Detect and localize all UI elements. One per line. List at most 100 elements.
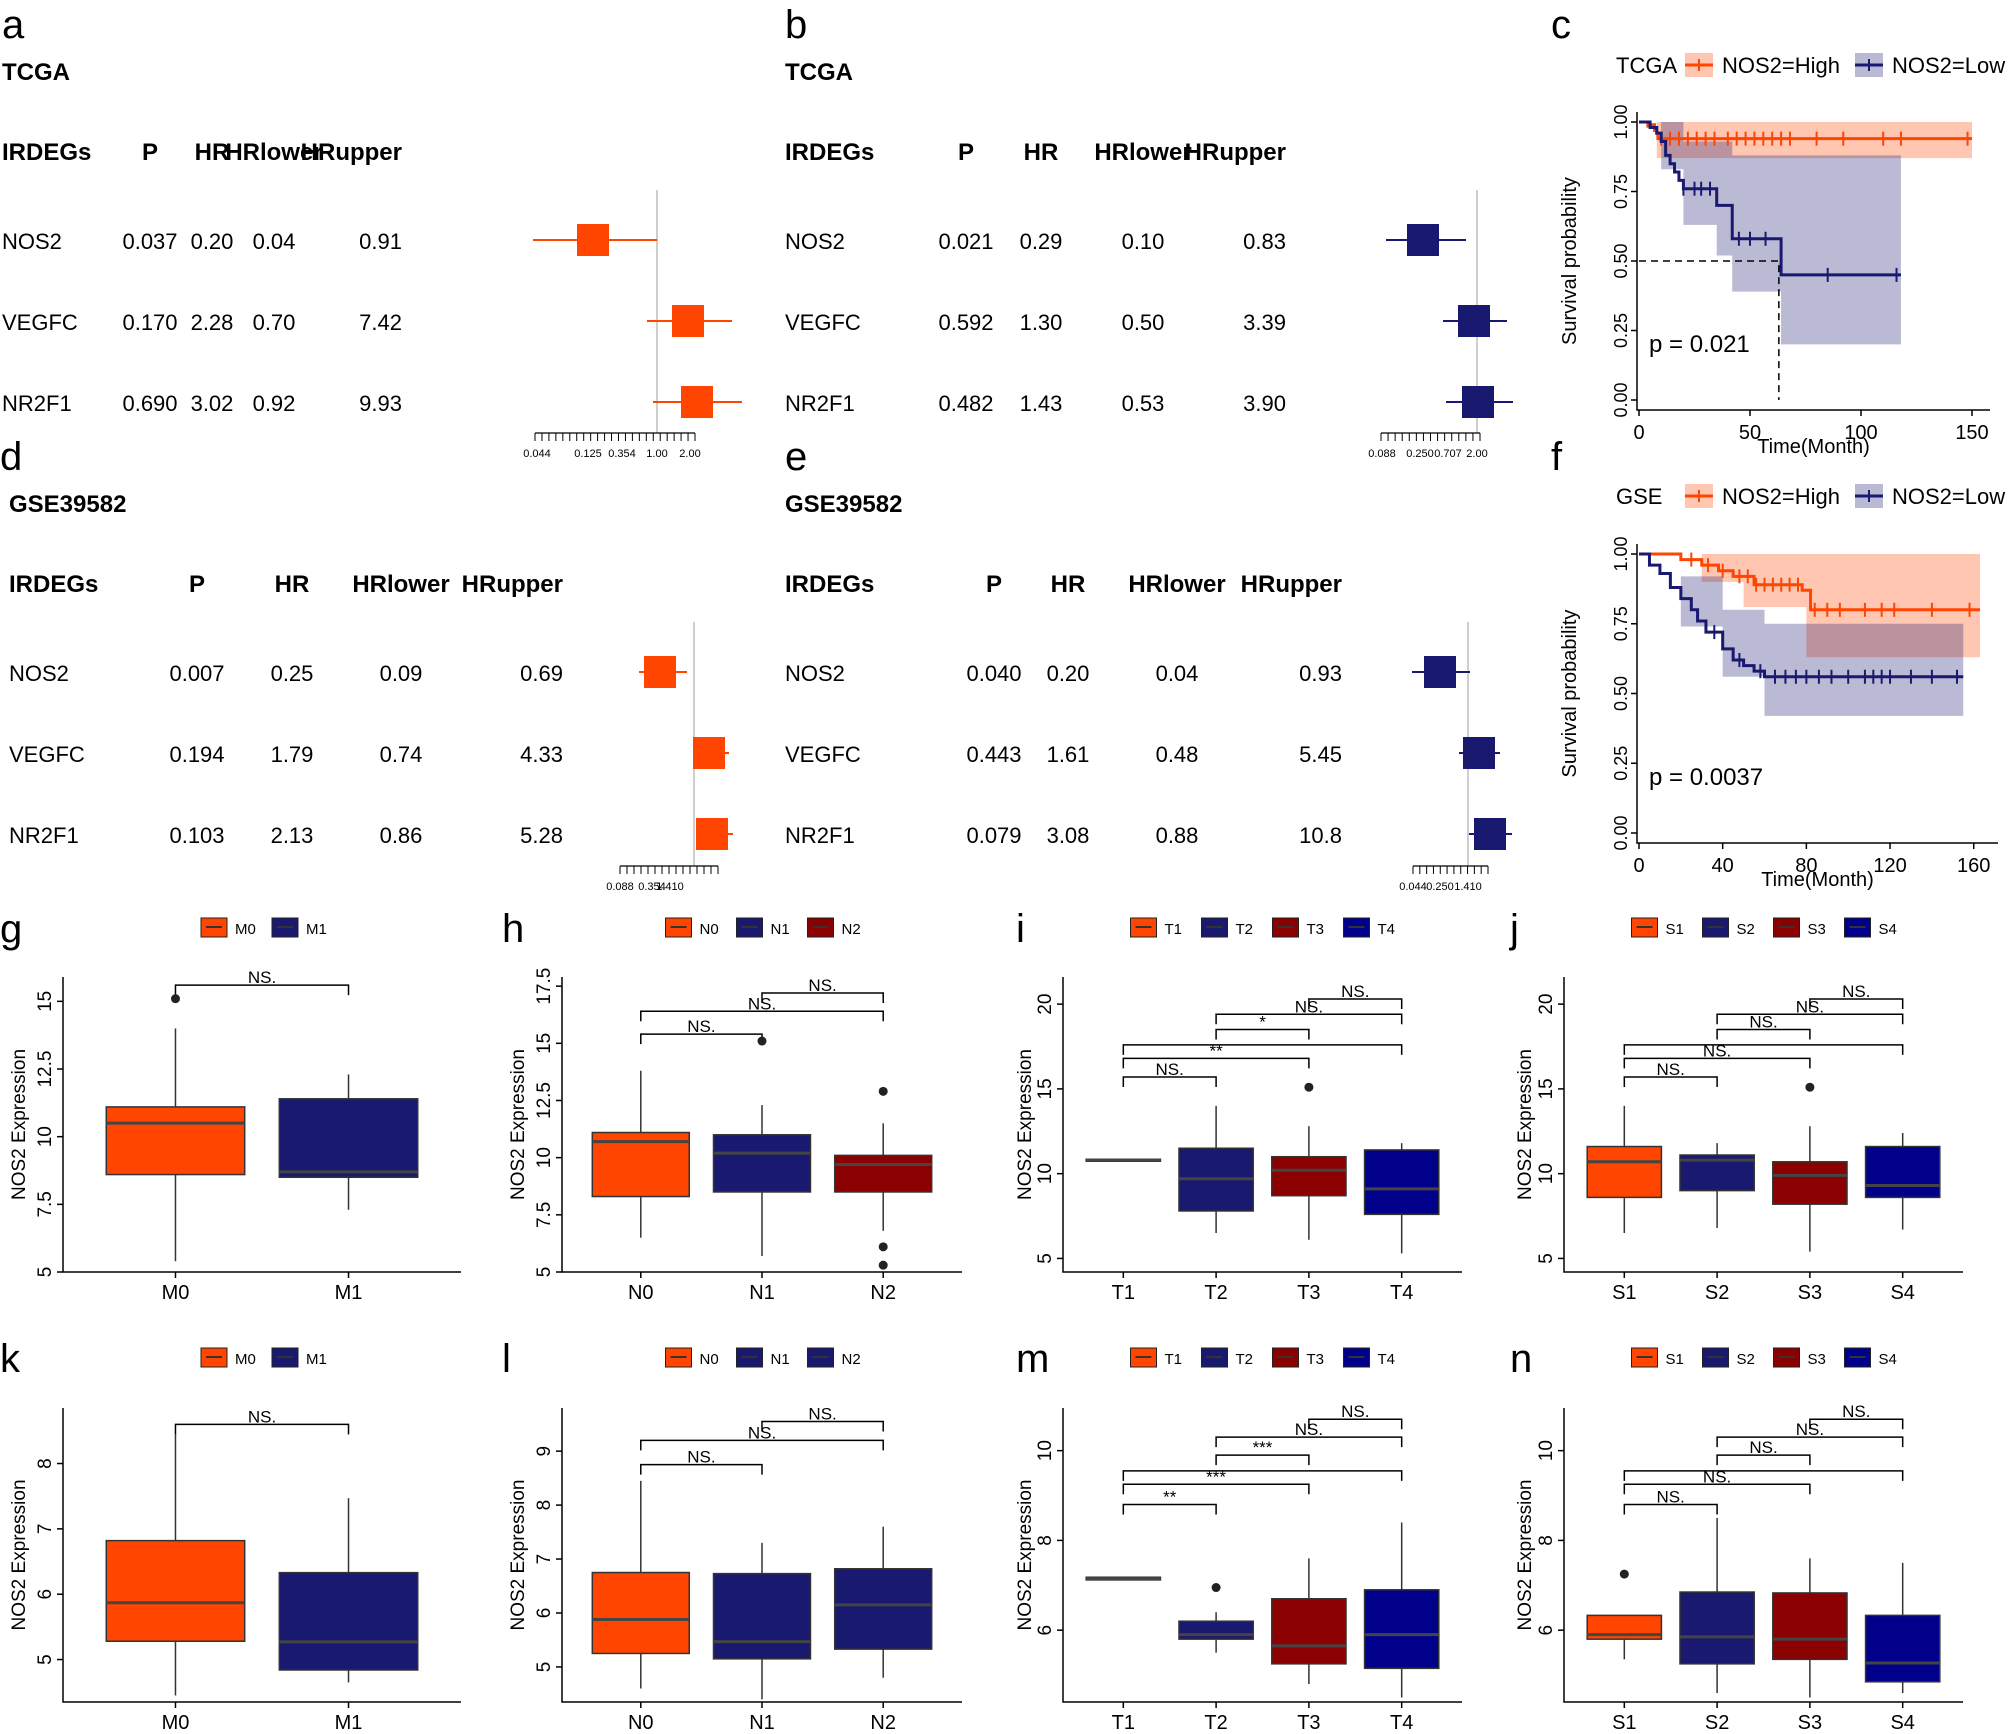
- table-cell: 0.194: [169, 742, 224, 767]
- y-axis-label: NOS2 Expression: [1015, 1479, 1036, 1630]
- table-cell: 0.88: [1156, 823, 1199, 848]
- significance-bracket: [640, 1010, 884, 1022]
- legend-label: NOS2=Low: [1892, 53, 2005, 78]
- legend-label: N2: [842, 1351, 861, 1368]
- legend-label: M0: [235, 1351, 256, 1368]
- significance-label: NS.: [1156, 1060, 1184, 1079]
- significance-label: NS.: [248, 1407, 276, 1426]
- significance-label: NS.: [1749, 1013, 1777, 1032]
- legend-label: S2: [1737, 1351, 1755, 1368]
- box: [278, 1571, 419, 1671]
- x-tick-label: T1: [1112, 1282, 1135, 1304]
- box-panel-l: l N0 N1 N2 NS. NS. NS. 5 6 7 8 9 N0 N1 N2 NOS2 Expressi…: [502, 1337, 962, 1734]
- y-tick-label: 0.25: [1611, 313, 1631, 348]
- tick-label: 2.00: [679, 448, 700, 460]
- significance-label: **: [1163, 1488, 1177, 1507]
- significance-bracket: [1623, 1057, 1811, 1069]
- tick-label: 1.410: [1454, 881, 1482, 893]
- x-tick-label: T2: [1204, 1282, 1227, 1304]
- column-header: IRDEGs: [9, 571, 98, 598]
- table-cell: 1.79: [271, 742, 314, 767]
- tick-label: 0.354: [608, 448, 636, 460]
- table-cell: 0.592: [938, 310, 993, 335]
- table-cell: 2.13: [271, 823, 314, 848]
- y-tick-label: 12.5: [35, 1051, 56, 1088]
- x-tick-label: N0: [628, 1282, 654, 1304]
- legend-label: S4: [1879, 1351, 1897, 1368]
- x-tick-label: 50: [1739, 422, 1761, 444]
- y-tick-label: 1.00: [1611, 104, 1631, 139]
- x-tick-label: N0: [628, 1712, 654, 1734]
- box-panel-k: k M0 M1 NS. 5 6 7 8 M0 M1 NOS2 Expression: [0, 1337, 461, 1734]
- survival-curve: [1639, 552, 1964, 679]
- column-header: P: [986, 571, 1002, 598]
- x-tick-label: S4: [1890, 1712, 1914, 1734]
- legend-label: NOS2=Low: [1892, 484, 2005, 509]
- legend-label: NOS2=High: [1722, 53, 1840, 78]
- significance-bracket: [1215, 1436, 1403, 1448]
- significance-bracket: [1623, 1076, 1718, 1088]
- tick-label: 2.00: [1466, 448, 1487, 460]
- table-cell: 9.93: [359, 391, 402, 416]
- column-header: HRupper: [462, 571, 563, 598]
- table-cell: 0.040: [966, 661, 1021, 686]
- x-tick-label: M1: [335, 1282, 363, 1304]
- y-tick-label: 0.75: [1611, 174, 1631, 209]
- x-tick-label: N1: [749, 1282, 775, 1304]
- hr-point: [1424, 656, 1456, 688]
- panel-letter: l: [502, 1337, 511, 1381]
- hr-point: [644, 656, 676, 688]
- box: [1864, 1145, 1941, 1199]
- significance-bracket: [1122, 1044, 1403, 1055]
- hr-point: [577, 224, 609, 256]
- column-header: P: [142, 139, 158, 166]
- outlier: [757, 1036, 767, 1046]
- column-header: P: [958, 139, 974, 166]
- outlier: [1619, 1569, 1629, 1579]
- hr-point: [693, 737, 725, 769]
- outlier: [1211, 1583, 1221, 1593]
- y-tick-label: 15: [35, 991, 56, 1012]
- significance-label: NS.: [1657, 1488, 1685, 1507]
- y-tick-label: 9: [534, 1446, 555, 1457]
- legend-label: T1: [1165, 1351, 1183, 1368]
- survival-curve: [1639, 120, 1901, 277]
- x-tick-label: 0: [1633, 422, 1644, 444]
- panel-letter: i: [1016, 907, 1025, 951]
- panel-letter: d: [0, 435, 22, 479]
- significance-label: NS.: [748, 1423, 776, 1442]
- x-tick-label: T4: [1390, 1282, 1413, 1304]
- hr-point: [1407, 224, 1439, 256]
- x-tick-label: 0: [1633, 855, 1644, 877]
- y-tick-label: 15: [1035, 1078, 1056, 1099]
- y-tick-label: 5: [1035, 1253, 1056, 1264]
- significance-bracket: [640, 1463, 763, 1475]
- legend-label: M1: [306, 1351, 327, 1368]
- x-tick-label: S3: [1798, 1282, 1822, 1304]
- tick-label: 0.250: [1426, 881, 1454, 893]
- y-axis-label: NOS2 Expression: [9, 1479, 30, 1630]
- table-cell: VEGFC: [785, 742, 861, 767]
- y-tick-label: 7: [35, 1524, 56, 1535]
- table-cell: 3.08: [1047, 823, 1090, 848]
- tick-label: 0.088: [1368, 448, 1396, 460]
- table-cell: 0.86: [380, 823, 423, 848]
- box: [278, 1098, 419, 1179]
- column-header: P: [189, 571, 205, 598]
- x-tick-label: M0: [162, 1282, 190, 1304]
- significance-label: NS.: [748, 994, 776, 1013]
- table-cell: 0.170: [122, 310, 177, 335]
- y-axis-label: Survival probability: [1559, 610, 1581, 778]
- x-tick-label: T4: [1390, 1712, 1413, 1734]
- y-tick-label: 5: [35, 1654, 56, 1665]
- x-tick-label: 80: [1795, 855, 1817, 877]
- y-tick-label: 8: [1536, 1535, 1557, 1546]
- legend-label: N2: [842, 921, 861, 938]
- column-header: HRupper: [1241, 571, 1342, 598]
- y-tick-label: 5: [35, 1267, 56, 1278]
- axis-frame: [1636, 544, 1998, 844]
- table-cell: 2.28: [191, 310, 234, 335]
- table-cell: 7.42: [359, 310, 402, 335]
